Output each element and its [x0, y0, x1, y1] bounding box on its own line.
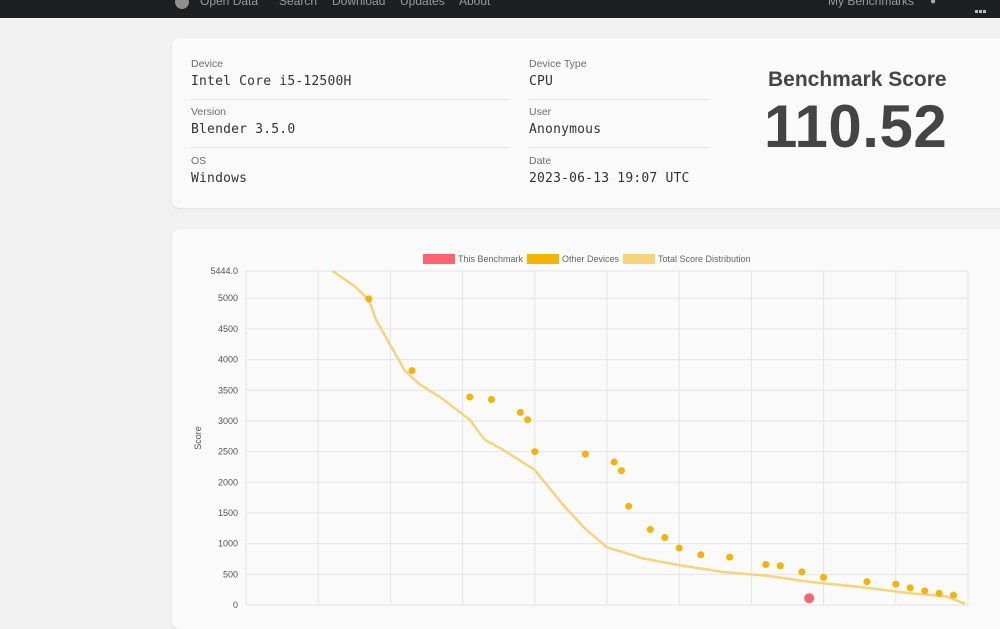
other-device-point — [950, 591, 958, 599]
legend-this-benchmark-swatch — [423, 254, 455, 264]
date-field: Date 2023-06-13 19:07 UTC — [529, 155, 690, 186]
y-tick-label: 2000 — [218, 477, 238, 487]
other-device-point — [935, 589, 943, 597]
version-field: Version Blender 3.5.0 — [191, 106, 295, 137]
apps-grid-icon[interactable] — [975, 0, 987, 13]
divider — [191, 147, 509, 148]
other-device-point — [863, 578, 871, 586]
other-device-point — [524, 416, 532, 424]
y-tick-label: 3500 — [218, 385, 238, 395]
legend-other-devices-label: Other Devices — [562, 254, 620, 264]
legend-total-score-distribution-label: Total Score Distribution — [658, 254, 751, 264]
user-field: User Anonymous — [529, 106, 601, 137]
benchmark-info-card — [172, 38, 1000, 208]
y-tick-label: 1000 — [218, 539, 238, 549]
other-device-point — [798, 568, 806, 576]
nav-item-open-data[interactable]: Open Data — [200, 0, 259, 8]
total-score-distribution-line — [331, 269, 966, 605]
user-label: User — [529, 106, 552, 118]
nav-item-search[interactable]: Search — [279, 0, 318, 8]
nav-item-updates[interactable]: Updates — [400, 0, 445, 8]
device-field: Device Intel Core i5-12500H — [191, 58, 352, 89]
score-distribution-chart: This Benchmark Other Devices Total Score D… — [193, 254, 969, 609]
y-tick-label: 2500 — [218, 447, 238, 457]
legend-total-score-distribution-swatch — [623, 254, 655, 264]
y-tick-label: 500 — [223, 569, 238, 579]
other-device-point — [610, 458, 618, 466]
other-device-point — [625, 502, 633, 510]
divider — [191, 99, 509, 100]
version-label: Version — [191, 106, 227, 118]
os-label: OS — [191, 155, 207, 167]
benchmark-score-title: Benchmark Score — [768, 68, 947, 91]
nav-item-about[interactable]: About — [459, 0, 491, 8]
nav-item-download[interactable]: Download — [332, 0, 386, 8]
other-device-point — [487, 395, 495, 403]
other-device-point — [581, 450, 589, 458]
other-device-point — [646, 526, 654, 534]
y-tick-label: 1500 — [218, 508, 238, 518]
other-device-point — [617, 467, 625, 475]
y-tick-label: 4000 — [218, 355, 238, 365]
other-device-point — [466, 393, 474, 401]
y-tick-label: 3000 — [218, 416, 238, 426]
y-tick-label: 4500 — [218, 324, 238, 334]
y-tick-label: 5444.0 — [210, 266, 238, 276]
y-tick-label: 0 — [233, 600, 238, 609]
other-device-point — [516, 408, 524, 416]
score-distribution-card — [172, 229, 1000, 629]
os-value: Windows — [191, 171, 248, 186]
other-device-point — [820, 573, 828, 581]
legend-other-devices-swatch — [527, 254, 559, 264]
divider — [529, 147, 709, 148]
y-axis-title: Score — [193, 426, 203, 450]
divider — [529, 99, 709, 100]
y-tick-label: 5000 — [218, 293, 238, 303]
open-data-logo-icon[interactable] — [175, 0, 189, 9]
user-icon[interactable]: ● — [930, 0, 937, 7]
device-type-value: CPU — [529, 74, 554, 89]
user-value: Anonymous — [529, 122, 602, 137]
other-device-point — [762, 561, 770, 569]
date-label: Date — [529, 155, 552, 167]
top-navigation-bar: Open Data Search Download Updates About … — [0, 0, 1000, 18]
other-device-point — [726, 553, 734, 561]
this-benchmark-point — [804, 593, 815, 604]
other-device-point — [921, 587, 929, 595]
os-field: OS Windows — [191, 155, 247, 186]
other-device-point — [661, 534, 669, 542]
other-device-point — [531, 448, 539, 456]
other-device-point — [675, 544, 683, 552]
version-value: Blender 3.5.0 — [191, 122, 296, 137]
nav-item-my-benchmarks[interactable]: My Benchmarks — [828, 0, 915, 8]
device-label: Device — [191, 58, 224, 70]
other-device-point — [697, 551, 705, 559]
other-device-point — [365, 295, 373, 303]
other-device-point — [408, 367, 416, 375]
date-value: 2023-06-13 19:07 UTC — [529, 171, 690, 186]
other-device-point — [906, 584, 914, 592]
benchmark-score-value: 110.52 — [764, 93, 948, 160]
device-type-field: Device Type CPU — [529, 58, 587, 89]
other-device-point — [776, 562, 784, 570]
device-value: Intel Core i5-12500H — [191, 74, 352, 89]
other-device-point — [892, 580, 900, 588]
legend-this-benchmark-label: This Benchmark — [458, 254, 524, 264]
device-type-label: Device Type — [529, 58, 587, 70]
